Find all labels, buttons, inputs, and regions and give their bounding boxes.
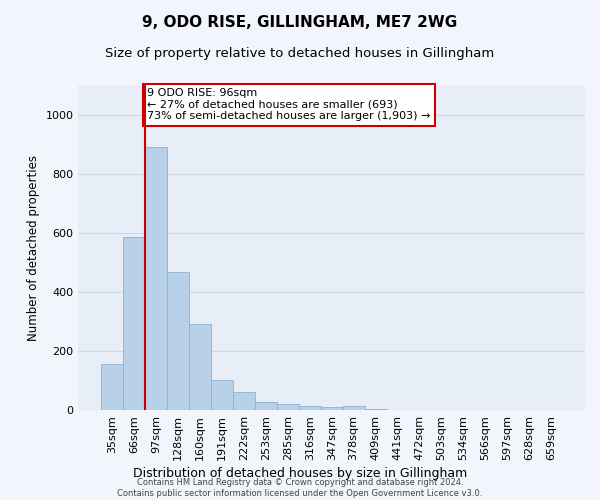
Bar <box>167 272 189 410</box>
Bar <box>321 407 343 410</box>
Text: 9 ODO RISE: 96sqm
← 27% of detached houses are smaller (693)
73% of semi-detache: 9 ODO RISE: 96sqm ← 27% of detached hous… <box>148 88 431 122</box>
Bar <box>299 406 321 410</box>
Text: Contains HM Land Registry data © Crown copyright and database right 2024.
Contai: Contains HM Land Registry data © Crown c… <box>118 478 482 498</box>
Bar <box>343 406 365 410</box>
Bar <box>145 147 167 410</box>
Bar <box>211 380 233 410</box>
Bar <box>101 364 124 410</box>
Text: Size of property relative to detached houses in Gillingham: Size of property relative to detached ho… <box>106 48 494 60</box>
Bar <box>124 237 145 410</box>
Text: Distribution of detached houses by size in Gillingham: Distribution of detached houses by size … <box>133 467 467 480</box>
Text: 9, ODO RISE, GILLINGHAM, ME7 2WG: 9, ODO RISE, GILLINGHAM, ME7 2WG <box>142 15 458 30</box>
Y-axis label: Number of detached properties: Number of detached properties <box>27 154 40 340</box>
Bar <box>233 392 255 410</box>
Bar <box>277 404 299 410</box>
Bar <box>255 402 277 410</box>
Bar <box>189 324 211 410</box>
